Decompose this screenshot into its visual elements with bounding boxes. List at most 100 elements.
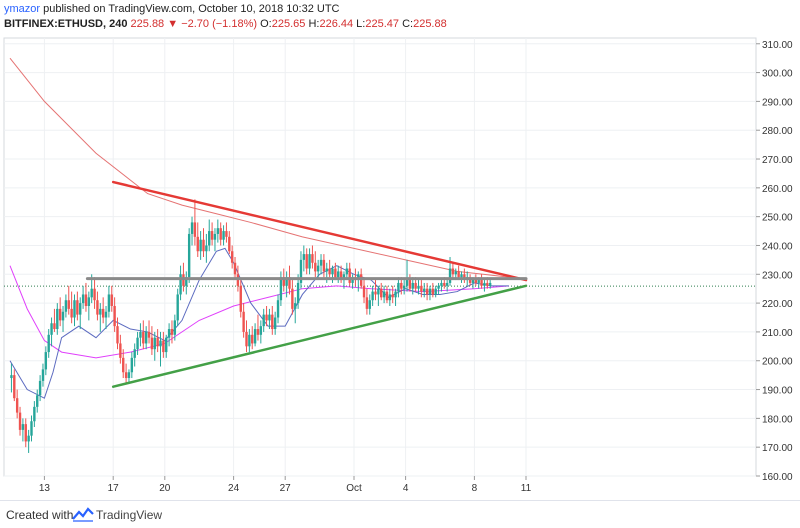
candle-body xyxy=(262,314,265,327)
candle-body xyxy=(282,277,285,286)
candle-body xyxy=(339,271,343,281)
candle-body xyxy=(477,280,480,283)
candle-body xyxy=(445,282,449,286)
y-tick-label: 160.00 xyxy=(762,472,793,483)
candle-body xyxy=(299,259,303,283)
candle-body xyxy=(58,308,62,321)
y-tick-label: 290.00 xyxy=(762,97,793,108)
x-tick-label: 27 xyxy=(280,483,292,494)
candle-body xyxy=(87,297,91,306)
candle-body xyxy=(199,239,202,252)
candle-body xyxy=(411,282,414,289)
candle-body xyxy=(319,259,323,266)
x-tick-label: 24 xyxy=(228,483,240,494)
y-tick-label: 180.00 xyxy=(762,414,793,425)
candle-body xyxy=(84,294,88,306)
y-tick-label: 260.00 xyxy=(762,184,793,195)
open-value: 225.65 xyxy=(271,18,306,30)
x-tick-label: 4 xyxy=(403,483,409,494)
candle-body xyxy=(79,303,82,315)
change-value: −2.70 (−1.18%) xyxy=(181,18,258,30)
chart-header: ymazor published on TradingView.com, Oct… xyxy=(0,0,800,36)
candle-body xyxy=(53,323,56,330)
candle-body xyxy=(147,331,151,338)
ma-long-line xyxy=(9,57,509,278)
candle-body xyxy=(165,337,168,353)
candle-body xyxy=(460,274,463,278)
trendline-resistance xyxy=(111,180,528,282)
trendline-support xyxy=(111,284,528,388)
candle-body xyxy=(423,288,426,292)
candle-body xyxy=(210,231,214,240)
candle-body xyxy=(139,331,142,338)
candle-body xyxy=(405,280,409,286)
author-link[interactable]: ymazor xyxy=(4,3,41,15)
candle-body xyxy=(268,314,271,321)
x-tick-label: 13 xyxy=(39,483,51,494)
candle-body xyxy=(130,357,134,373)
candle-body xyxy=(434,288,437,295)
candle-body xyxy=(400,282,403,289)
candle-body xyxy=(245,331,248,347)
candle-body xyxy=(474,280,478,283)
candle-body xyxy=(437,285,440,289)
candle-body xyxy=(185,277,188,286)
candle-body xyxy=(101,308,105,318)
candle-body xyxy=(311,254,314,263)
y-tick-label: 240.00 xyxy=(762,241,793,252)
candle-body xyxy=(374,291,377,295)
x-tick-label: 17 xyxy=(108,483,120,494)
candle-body xyxy=(167,329,171,338)
candle-body xyxy=(99,308,102,315)
price-chart[interactable]: 160.00 170.00 180.00 190.00 200.00 210.00 220.… xyxy=(0,0,800,500)
candle-body xyxy=(213,233,217,240)
candle-body xyxy=(122,357,125,373)
candle-body xyxy=(208,231,211,246)
candle-body xyxy=(382,291,386,298)
candle-body xyxy=(15,398,19,413)
y-tick-label: 230.00 xyxy=(762,270,793,281)
candle-body xyxy=(276,300,280,318)
candle-body xyxy=(391,294,394,298)
candle-body xyxy=(302,254,306,260)
candle-body xyxy=(314,262,317,272)
candle-body xyxy=(96,300,99,315)
symbol-label[interactable]: BITFINEX:ETHUSD, 240 xyxy=(4,18,128,30)
candle-body xyxy=(408,280,412,289)
candle-body xyxy=(70,308,73,318)
y-tick-label: 170.00 xyxy=(762,443,793,454)
y-tick-label: 190.00 xyxy=(762,386,793,397)
candle-body xyxy=(13,375,16,399)
candle-body xyxy=(296,282,300,304)
candle-body xyxy=(265,314,268,321)
candle-body xyxy=(294,303,297,309)
y-tick-label: 200.00 xyxy=(762,357,793,368)
high-label: H: xyxy=(308,18,320,30)
candle-body xyxy=(41,369,45,381)
open-label: O: xyxy=(260,18,272,30)
candle-body xyxy=(328,268,331,275)
plot-area xyxy=(3,37,757,477)
candle-body xyxy=(27,435,30,442)
candle-body xyxy=(230,251,234,263)
candle-body xyxy=(144,331,148,344)
candle-body xyxy=(222,231,225,240)
x-tick-label: 20 xyxy=(159,483,171,494)
candle-body xyxy=(251,334,254,344)
candle-body xyxy=(136,337,139,350)
candle-body xyxy=(385,291,389,301)
candle-body xyxy=(440,282,443,286)
ma-short-line xyxy=(9,247,509,399)
candle-body xyxy=(316,265,320,272)
candle-body xyxy=(225,231,228,237)
candle-body xyxy=(193,222,197,237)
candle-body xyxy=(38,380,42,396)
candle-body xyxy=(81,294,85,304)
tradingview-brand[interactable]: TradingView xyxy=(96,508,163,522)
candle-body xyxy=(116,326,119,344)
candle-body xyxy=(337,271,340,278)
y-tick-label: 270.00 xyxy=(762,155,793,166)
candle-body xyxy=(219,228,222,240)
tradingview-logo-icon[interactable] xyxy=(72,506,94,522)
y-tick-label: 250.00 xyxy=(762,213,793,224)
